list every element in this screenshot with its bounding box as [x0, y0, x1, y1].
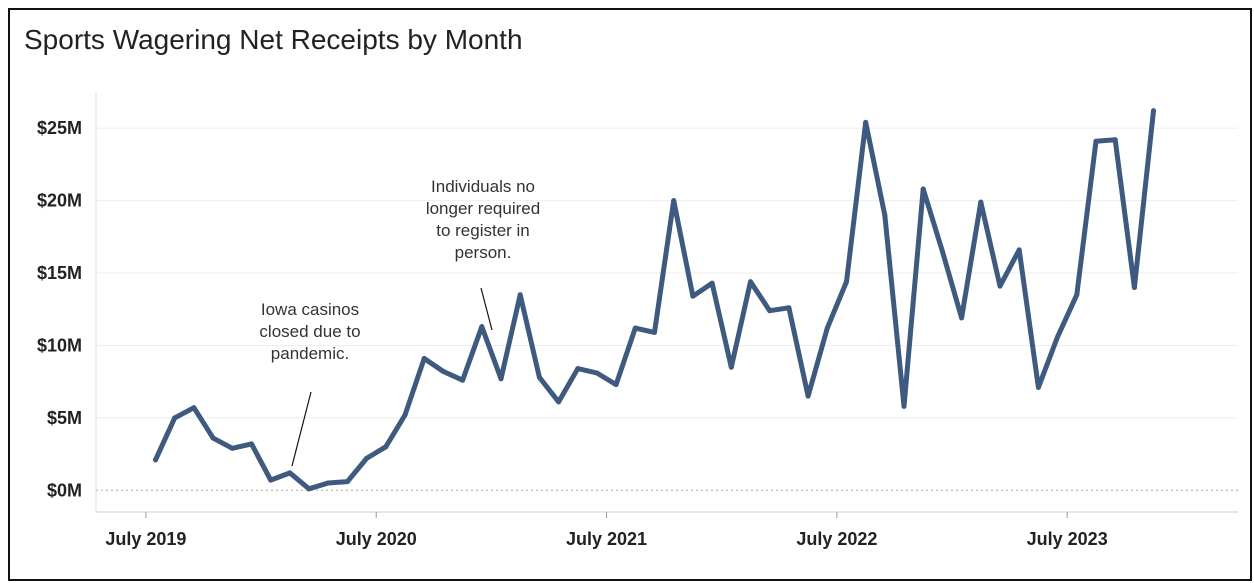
data-point: [1131, 285, 1137, 290]
data-point: [709, 280, 715, 286]
data-point: [210, 435, 216, 441]
data-point: [344, 479, 350, 485]
annotation: Individuals no longer required to register…: [426, 177, 540, 331]
data-point: [498, 376, 504, 382]
data-point: [1151, 108, 1156, 114]
annotation-text-line: Iowa casinos: [261, 300, 359, 319]
data-point: [997, 283, 1003, 289]
data-point: [767, 308, 773, 314]
data-point: [728, 364, 734, 370]
data-point: [287, 470, 293, 476]
data-point: [978, 199, 984, 205]
annotation-text-line: to register in: [436, 221, 530, 240]
data-point: [1093, 138, 1099, 144]
annotation-text-line: pandemic.: [271, 344, 349, 363]
data-point: [249, 441, 254, 447]
data-point: [229, 445, 235, 451]
data-point: [172, 415, 178, 421]
data-point: [671, 198, 677, 204]
data-point: [1016, 247, 1022, 253]
data-point: [805, 393, 811, 399]
data-point: [786, 305, 792, 311]
annotation-text-line: longer required: [426, 199, 540, 218]
data-point: [1074, 292, 1080, 298]
data-point: [1035, 384, 1041, 390]
data-point: [556, 399, 562, 405]
y-tick-label: $0M: [47, 480, 82, 500]
annotation-text-line: Individuals no: [431, 177, 535, 196]
data-point: [594, 370, 600, 376]
data-point: [690, 293, 696, 299]
data-point: [383, 444, 389, 450]
data-point: [939, 248, 945, 254]
data-point: [632, 325, 638, 331]
data-point: [863, 119, 869, 125]
data-point: [402, 412, 408, 418]
data-point: [613, 382, 619, 388]
data-point: [191, 405, 197, 411]
y-tick-label: $20M: [37, 191, 82, 211]
data-point: [421, 356, 427, 361]
data-point: [824, 325, 830, 331]
y-tick-label: $25M: [37, 118, 82, 138]
data-point: [536, 374, 542, 380]
chart-frame: [8, 8, 1252, 581]
y-tick-label: $10M: [37, 335, 82, 355]
y-tick-label: $15M: [37, 263, 82, 283]
x-tick-label: July 2023: [1027, 529, 1108, 549]
data-point: [901, 403, 907, 409]
data-point: [748, 279, 753, 285]
data-point: [882, 212, 888, 218]
x-tick-label: July 2019: [105, 529, 186, 549]
data-point: [1112, 137, 1118, 143]
data-point: [575, 366, 581, 372]
chart-title: Sports Wagering Net Receipts by Month: [24, 24, 523, 55]
annotation: Iowa casinos closed due to pandemic.: [259, 300, 361, 467]
data-point: [920, 186, 926, 192]
y-tick-label: $5M: [47, 408, 82, 428]
data-point: [479, 324, 485, 330]
data-point: [153, 457, 158, 463]
data-point: [1055, 334, 1061, 340]
annotation-pointer: [480, 287, 493, 331]
data-point: [652, 329, 657, 335]
data-point: [959, 315, 965, 321]
data-point: [268, 477, 274, 483]
data-point: [364, 455, 370, 461]
annotation-pointer: [291, 391, 312, 467]
x-tick-label: July 2020: [336, 529, 417, 549]
data-point: [306, 486, 312, 492]
x-tick-label: July 2022: [796, 529, 877, 549]
data-point: [440, 369, 446, 374]
data-point: [460, 377, 466, 383]
x-tick-label: July 2021: [566, 529, 647, 549]
annotation-text-line: person.: [455, 243, 512, 262]
data-point: [844, 279, 849, 285]
data-point: [517, 292, 523, 298]
annotation-text-line: closed due to: [259, 322, 360, 341]
data-point: [325, 480, 331, 486]
